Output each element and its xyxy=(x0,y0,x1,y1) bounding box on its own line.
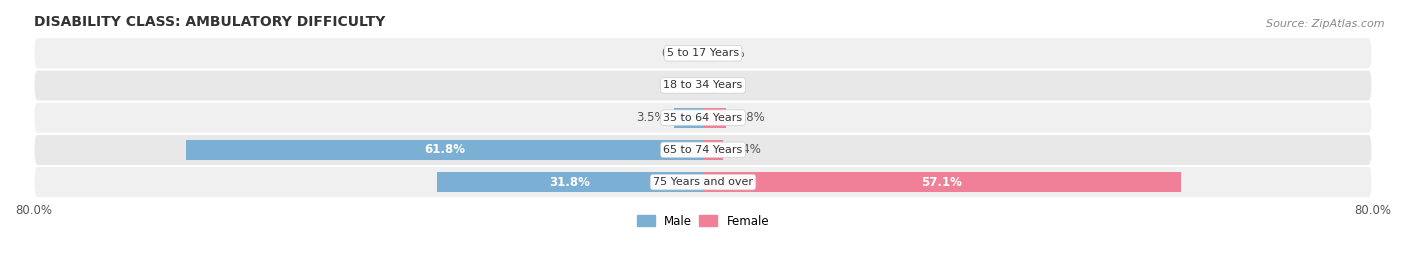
FancyBboxPatch shape xyxy=(34,37,1372,69)
FancyBboxPatch shape xyxy=(34,166,1372,198)
Text: 18 to 34 Years: 18 to 34 Years xyxy=(664,80,742,90)
Bar xyxy=(186,140,703,160)
Bar xyxy=(703,172,1181,192)
FancyBboxPatch shape xyxy=(34,134,1372,166)
Bar xyxy=(673,108,703,128)
FancyBboxPatch shape xyxy=(34,69,1372,101)
Text: 0.0%: 0.0% xyxy=(661,79,690,92)
Bar xyxy=(703,108,727,128)
Text: Source: ZipAtlas.com: Source: ZipAtlas.com xyxy=(1267,19,1385,29)
Text: 3.5%: 3.5% xyxy=(636,111,665,124)
Text: 65 to 74 Years: 65 to 74 Years xyxy=(664,145,742,155)
Bar xyxy=(703,140,723,160)
Text: 31.8%: 31.8% xyxy=(550,176,591,189)
Text: 35 to 64 Years: 35 to 64 Years xyxy=(664,113,742,123)
Text: 0.0%: 0.0% xyxy=(661,47,690,60)
Text: 2.8%: 2.8% xyxy=(735,111,765,124)
Text: 61.8%: 61.8% xyxy=(423,143,465,156)
Text: 2.4%: 2.4% xyxy=(731,143,761,156)
Text: 5 to 17 Years: 5 to 17 Years xyxy=(666,48,740,58)
FancyBboxPatch shape xyxy=(34,101,1372,134)
Text: DISABILITY CLASS: AMBULATORY DIFFICULTY: DISABILITY CLASS: AMBULATORY DIFFICULTY xyxy=(34,15,385,29)
Legend: Male, Female: Male, Female xyxy=(637,215,769,228)
Bar xyxy=(437,172,703,192)
Text: 75 Years and over: 75 Years and over xyxy=(652,177,754,187)
Text: 0.0%: 0.0% xyxy=(716,79,745,92)
Text: 0.0%: 0.0% xyxy=(716,47,745,60)
Text: 57.1%: 57.1% xyxy=(921,176,962,189)
